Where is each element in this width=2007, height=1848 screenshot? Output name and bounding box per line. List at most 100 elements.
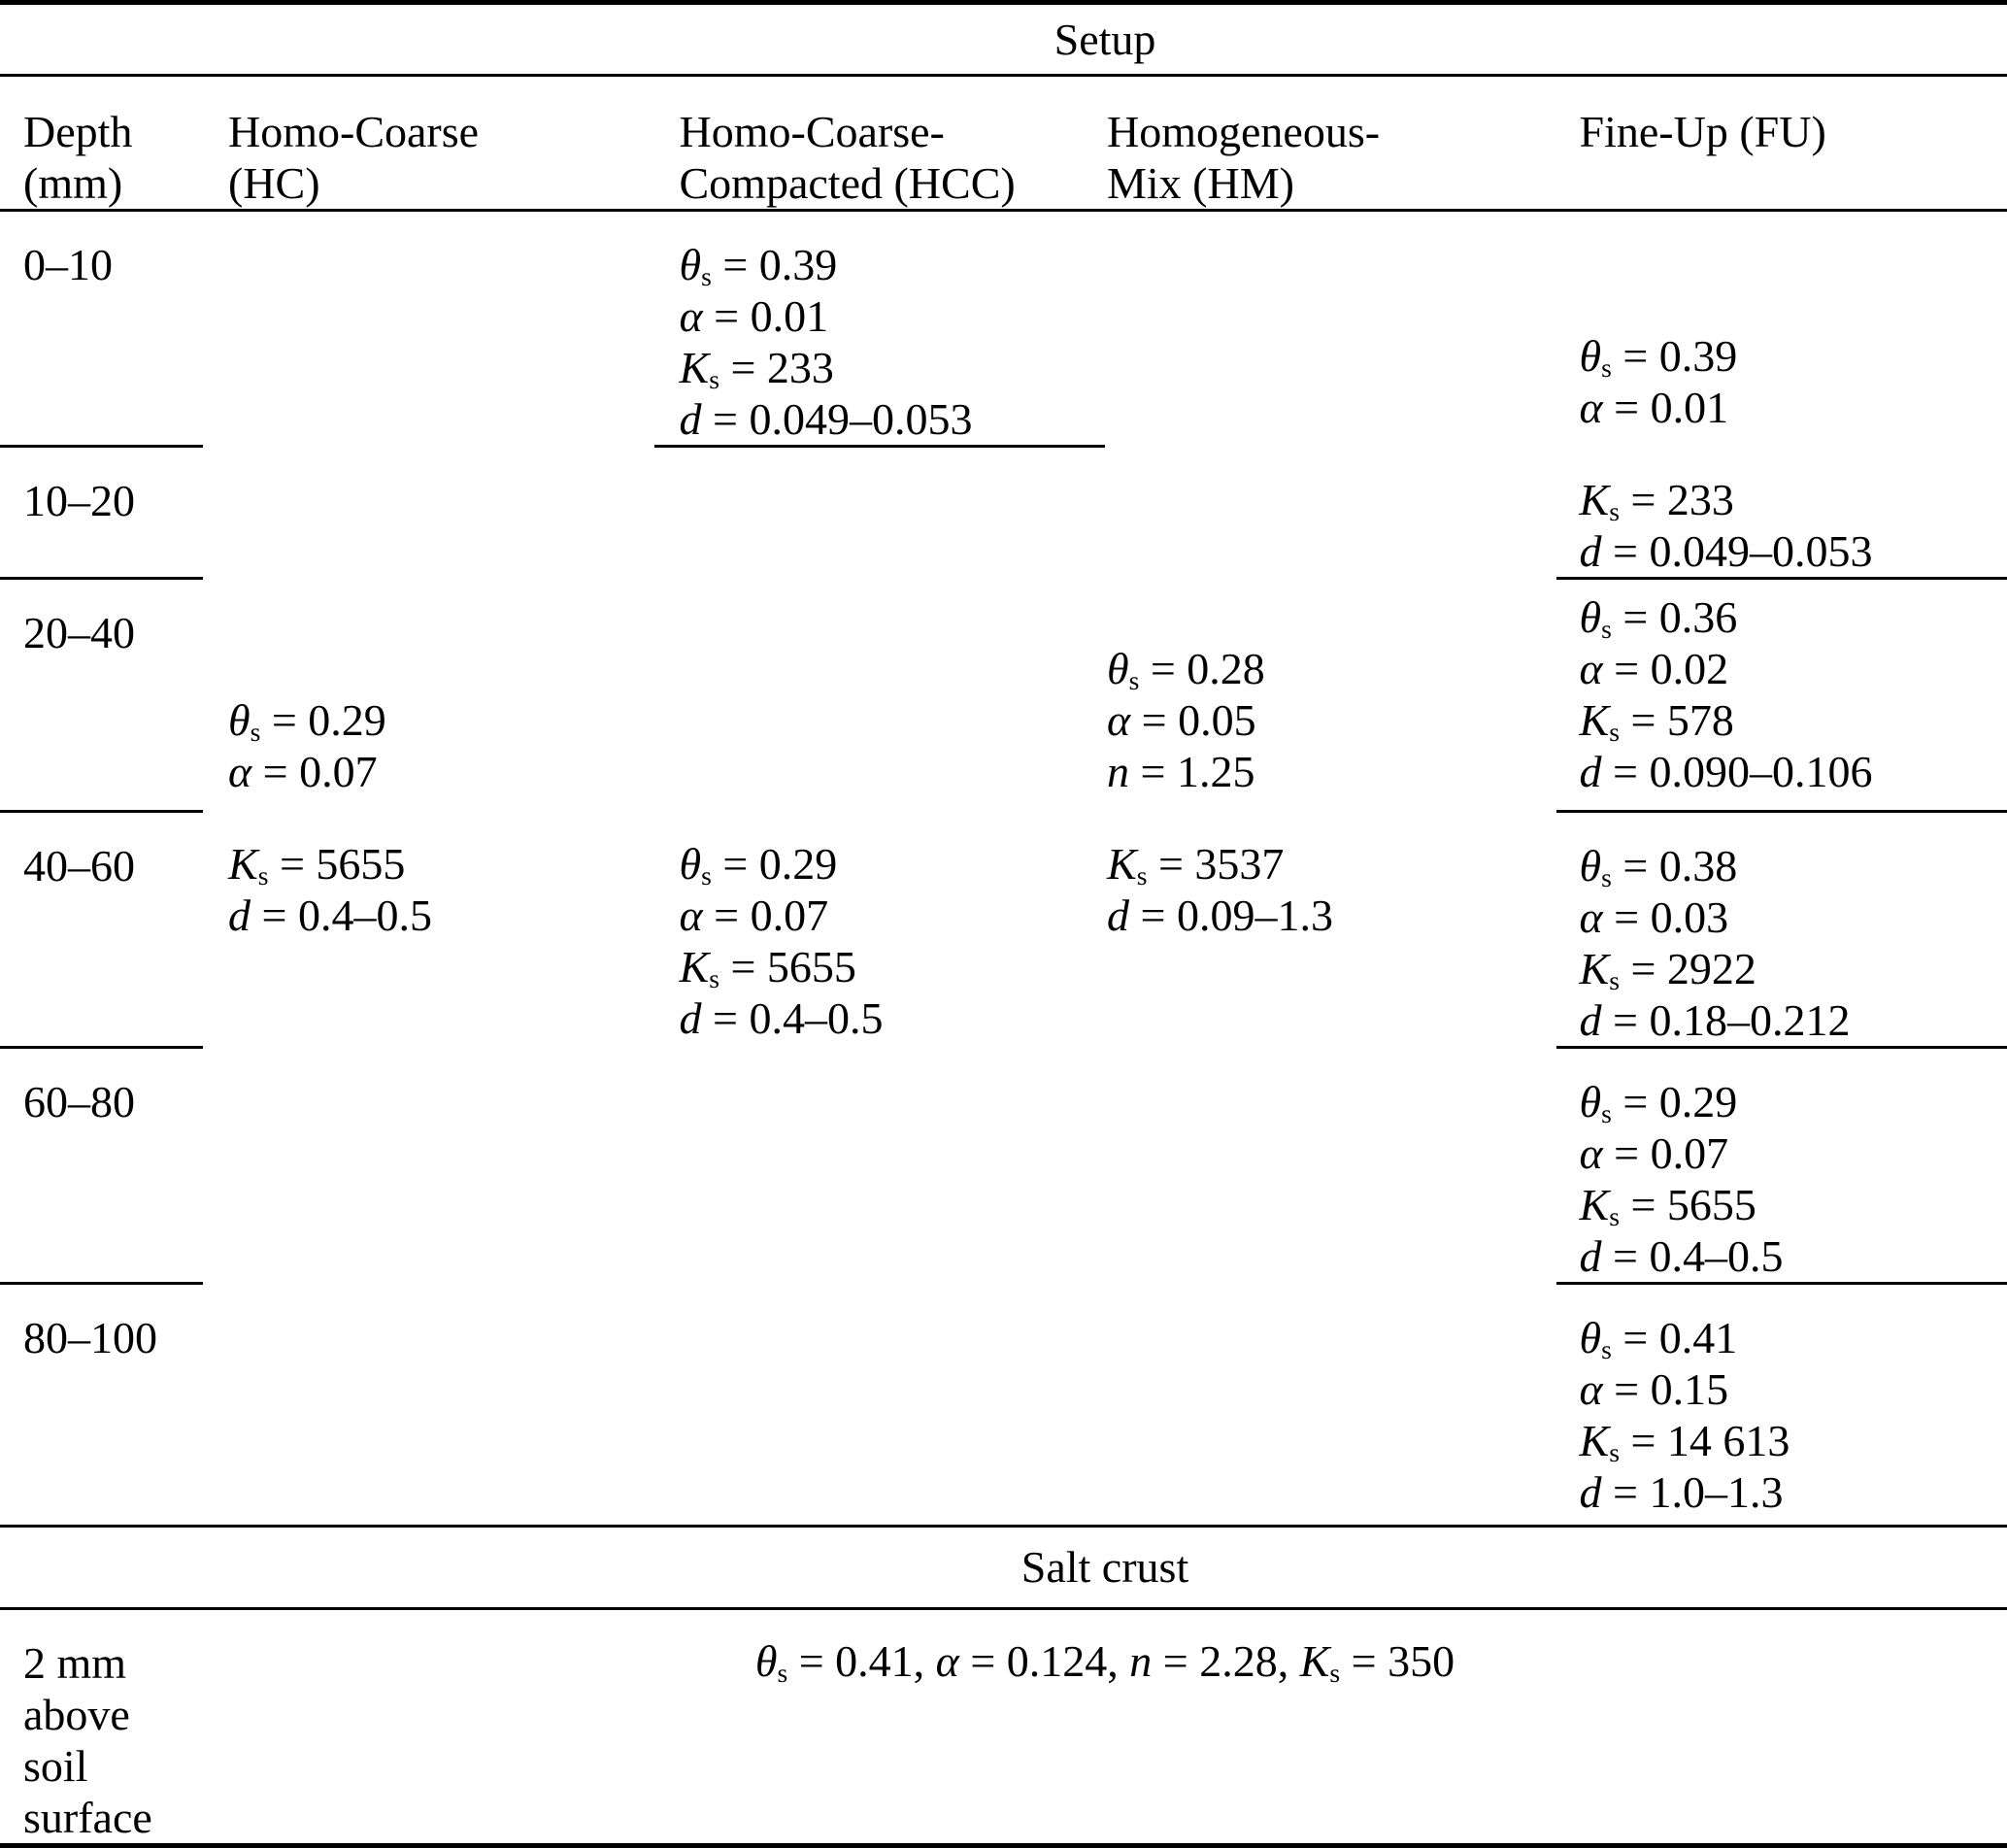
param-line: Ks = 233 bbox=[680, 342, 1106, 393]
salt-crust-depth-line: surface bbox=[23, 1792, 203, 1843]
param-line: θs = 0.29 bbox=[680, 838, 1106, 890]
table-section-title-setup: Setup bbox=[203, 3, 2007, 76]
param-line: α = 0.05 bbox=[1107, 694, 1556, 746]
param-line: α = 0.07 bbox=[680, 890, 1106, 941]
depth-range-label: 80–100 bbox=[23, 1313, 157, 1362]
empty-cell-hm bbox=[1105, 211, 1556, 447]
param-line: d = 0.090–0.106 bbox=[1580, 746, 2007, 797]
param-line: α = 0.15 bbox=[1580, 1363, 2007, 1415]
depth-cell: 60–80 bbox=[0, 1047, 203, 1283]
param-line: θs = 0.29 bbox=[1580, 1076, 2007, 1127]
param-line: Ks = 3537 bbox=[1107, 838, 1556, 890]
empty-cell-hc bbox=[203, 1047, 654, 1283]
salt-crust-title-row: Salt crust bbox=[0, 1526, 2007, 1608]
param-line: α = 0.02 bbox=[1580, 643, 2007, 694]
param-line: θs = 0.39 bbox=[1580, 330, 2007, 382]
empty-cell-hm bbox=[1105, 1283, 1556, 1526]
param-line: α = 0.07 bbox=[1580, 1127, 2007, 1179]
param-line: d = 0.049–0.053 bbox=[1580, 525, 2007, 577]
depth-cell: 40–60 bbox=[0, 811, 203, 1047]
param-line: θs = 0.38 bbox=[1580, 840, 2007, 891]
param-line: Ks = 5655 bbox=[228, 838, 654, 890]
param-line: Ks = 2922 bbox=[1580, 943, 2007, 994]
param-line: d = 0.09–1.3 bbox=[1107, 890, 1556, 941]
param-line: θs = 0.39 bbox=[680, 239, 1106, 290]
param-line: θs = 0.41, α = 0.124, n = 2.28, Ks = 350 bbox=[755, 1636, 1455, 1686]
column-header-hc: Homo-Coarse (HC) bbox=[203, 76, 654, 211]
param-line: Ks = 5655 bbox=[680, 941, 1106, 992]
param-line: d = 0.049–0.053 bbox=[680, 393, 1106, 445]
depth-range-label: 20–40 bbox=[23, 608, 135, 657]
depth-cell: 0–10 bbox=[0, 211, 203, 447]
depth-range-label: 0–10 bbox=[23, 240, 113, 289]
empty-cell-hc bbox=[203, 1283, 654, 1526]
empty-cell-hcc bbox=[654, 447, 1106, 579]
empty-cell-hm bbox=[1105, 1047, 1556, 1283]
depth-cell: 80–100 bbox=[0, 1283, 203, 1526]
salt-crust-spacer-cell bbox=[0, 1526, 203, 1608]
depth-cell: 20–40 bbox=[0, 578, 203, 811]
column-header-fu: Fine-Up (FU) bbox=[1556, 76, 2007, 211]
param-line: Ks = 14 613 bbox=[1580, 1415, 2007, 1466]
depth-range-label: 10–20 bbox=[23, 476, 135, 525]
salt-crust-depth-line: above bbox=[23, 1689, 203, 1740]
salt-crust-depth-line: soil bbox=[23, 1740, 203, 1792]
param-line: α = 0.01 bbox=[680, 290, 1106, 342]
setup-title-row: Setup bbox=[0, 3, 2007, 76]
column-header-hm: Homogeneous- Mix (HM) bbox=[1105, 76, 1556, 211]
param-line: θs = 0.28 bbox=[1107, 643, 1556, 694]
param-line: θs = 0.29 bbox=[228, 694, 654, 746]
table-section-title-salt-crust: Salt crust bbox=[203, 1526, 2007, 1608]
param-line: Ks = 5655 bbox=[1580, 1179, 2007, 1230]
param-line: α = 0.01 bbox=[1580, 382, 2007, 433]
param-line: d = 0.4–0.5 bbox=[1580, 1230, 2007, 1282]
param-line: d = 0.18–0.212 bbox=[1580, 994, 2007, 1046]
param-line: d = 0.4–0.5 bbox=[228, 890, 654, 941]
depth-range-label: 40–60 bbox=[23, 841, 135, 890]
param-line: d = 0.4–0.5 bbox=[680, 992, 1106, 1044]
empty-cell-hc bbox=[203, 447, 654, 579]
salt-crust-depth-line: 2 mm bbox=[23, 1637, 203, 1689]
param-line: α = 0.07 bbox=[228, 746, 654, 797]
column-header-depth: Depth (mm) bbox=[0, 76, 203, 211]
empty-cell-hc bbox=[203, 211, 654, 447]
setup-spacer-cell bbox=[0, 3, 203, 76]
salt-crust-params: θs = 0.41, α = 0.124, n = 2.28, Ks = 350 bbox=[203, 1608, 2007, 1845]
depth-range-label: 60–80 bbox=[23, 1077, 135, 1126]
param-line: n = 1.25 bbox=[1107, 746, 1556, 797]
column-header-hcc: Homo-Coarse- Compacted (HCC) bbox=[654, 76, 1106, 211]
column-header-row: Depth (mm)Homo-Coarse (HC)Homo-Coarse- C… bbox=[0, 76, 2007, 211]
param-line: d = 1.0–1.3 bbox=[1580, 1466, 2007, 1518]
param-line: θs = 0.36 bbox=[1580, 591, 2007, 643]
param-line: Ks = 578 bbox=[1580, 694, 2007, 746]
empty-cell-hm bbox=[1105, 447, 1556, 579]
param-line: θs = 0.41 bbox=[1580, 1312, 2007, 1363]
empty-cell-hcc bbox=[654, 578, 1106, 811]
param-line: Ks = 233 bbox=[1580, 474, 2007, 525]
param-line: α = 0.03 bbox=[1580, 891, 2007, 943]
empty-cell-hcc bbox=[654, 1283, 1106, 1526]
empty-cell-hcc bbox=[654, 1047, 1106, 1283]
